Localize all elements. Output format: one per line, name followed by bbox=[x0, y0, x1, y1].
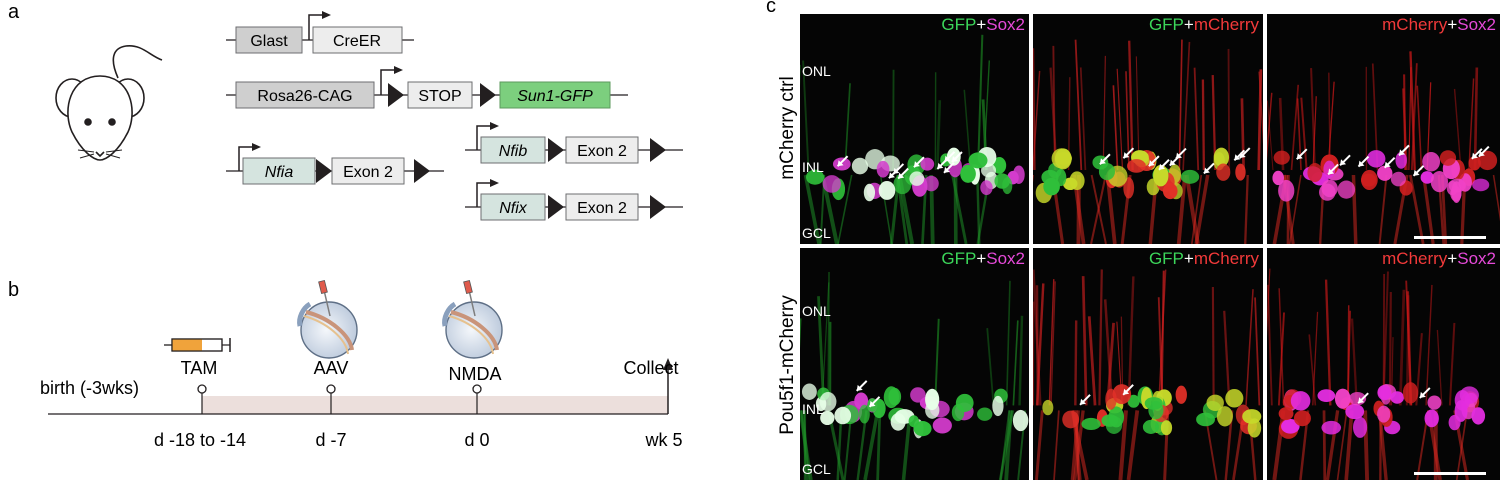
construct-glast-creer: Glast CreER bbox=[226, 11, 414, 54]
construct-rosa26: Rosa26-CAG STOP Sun1-GFP bbox=[226, 66, 628, 109]
nmda-marker bbox=[472, 384, 482, 394]
micrograph-panel: mCherry+Sox2 bbox=[1267, 248, 1500, 480]
creer-label: CreER bbox=[333, 33, 381, 50]
collect-arrow-icon bbox=[663, 358, 673, 370]
glast-label: Glast bbox=[250, 33, 288, 50]
tam-time: d -18 to -14 bbox=[154, 430, 246, 450]
layer-label-onl: ONL bbox=[802, 63, 831, 79]
micrograph-title: GFP+Sox2 bbox=[941, 15, 1025, 34]
scale-bar bbox=[1414, 472, 1486, 475]
panel-label-a: a bbox=[8, 1, 20, 23]
micrograph-title: GFP+mCherry bbox=[1149, 249, 1260, 268]
construct-nfib: Nfib Exon 2 bbox=[465, 122, 683, 164]
micrograph-panel: ONL INL GCL GFP+Sox2 bbox=[800, 248, 1029, 480]
nfia-label: Nfia bbox=[265, 164, 294, 181]
birth-label: birth (-3wks) bbox=[40, 378, 139, 398]
nfix-label: Nfix bbox=[499, 200, 528, 217]
scale-bar bbox=[1414, 236, 1486, 239]
panel-label-c: c bbox=[766, 0, 776, 17]
sun1-gfp-label: Sun1-GFP bbox=[517, 88, 593, 105]
micrograph-panel: ONL INL GCL GFP+Sox2 bbox=[800, 14, 1029, 244]
nfib-exon-label: Exon 2 bbox=[577, 143, 627, 160]
nmda-time: d 0 bbox=[464, 430, 489, 450]
micrograph-title: GFP+mCherry bbox=[1149, 15, 1260, 34]
nfix-exon-label: Exon 2 bbox=[577, 200, 627, 217]
layer-label-inl: INL bbox=[802, 159, 824, 175]
micrograph-panel: GFP+mCherry bbox=[1033, 14, 1263, 244]
mouse-icon bbox=[55, 45, 163, 161]
layer-label-gcl: GCL bbox=[802, 225, 831, 241]
micrograph-panel: mCherry+Sox2 bbox=[1267, 14, 1500, 244]
eye-injection-icon-nmda bbox=[442, 279, 503, 359]
construct-nfia: Nfia Exon 2 bbox=[226, 143, 444, 185]
stop-label: STOP bbox=[418, 88, 461, 105]
row-label-pou5f1-mcherry: Pou5f1-mCherry bbox=[777, 295, 798, 435]
tam-label: TAM bbox=[181, 358, 218, 378]
syringe-icon bbox=[164, 338, 231, 352]
panel-label-b: b bbox=[8, 279, 19, 301]
nfia-exon-label: Exon 2 bbox=[343, 164, 393, 181]
timeline: birth (-3wks) TAM AAV NMDA Collect d -18… bbox=[40, 358, 683, 450]
row-label-mcherry-ctrl: mCherry ctrl bbox=[777, 76, 798, 179]
collect-label: Collect bbox=[623, 358, 678, 378]
layer-label-inl: INL bbox=[802, 401, 824, 417]
construct-nfix: Nfix Exon 2 bbox=[465, 179, 683, 221]
micrograph-title: mCherry+Sox2 bbox=[1382, 249, 1496, 268]
rosa26-label: Rosa26-CAG bbox=[257, 88, 352, 105]
aav-time: d -7 bbox=[315, 430, 346, 450]
tam-marker bbox=[197, 384, 207, 394]
layer-label-gcl: GCL bbox=[802, 461, 831, 477]
collect-time: wk 5 bbox=[644, 430, 682, 450]
micrograph-title: GFP+Sox2 bbox=[941, 249, 1025, 268]
micrograph-title: mCherry+Sox2 bbox=[1382, 15, 1496, 34]
aav-label: AAV bbox=[314, 358, 349, 378]
eye-injection-icon-aav bbox=[297, 279, 358, 359]
micrograph-panel: GFP+mCherry bbox=[1033, 248, 1263, 480]
nmda-label: NMDA bbox=[449, 364, 502, 384]
nfib-label: Nfib bbox=[499, 143, 528, 160]
layer-label-onl: ONL bbox=[802, 303, 831, 319]
aav-marker bbox=[326, 384, 336, 394]
